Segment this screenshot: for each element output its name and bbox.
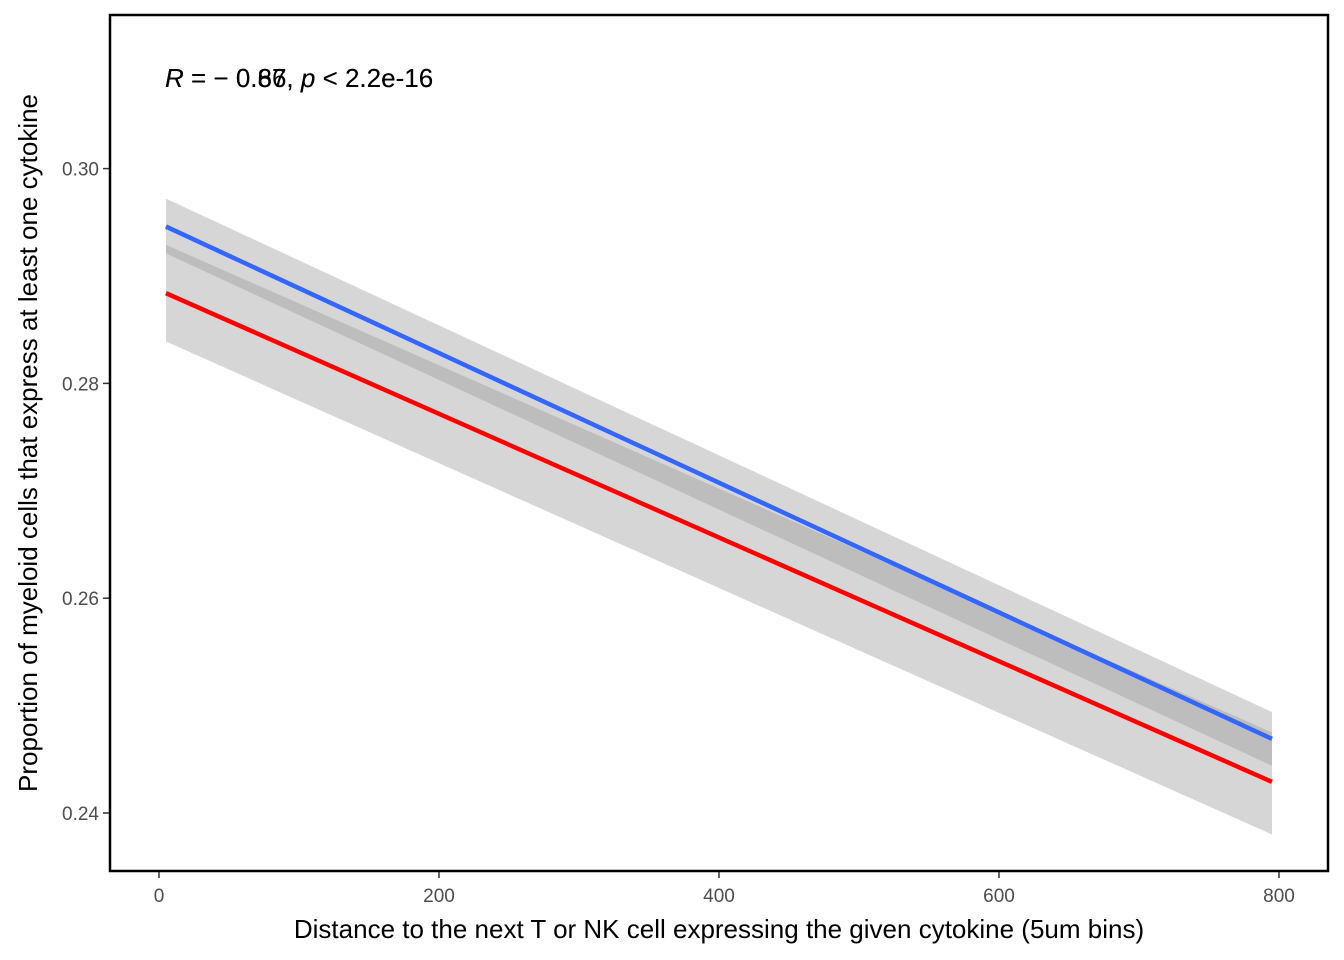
y-tick-label: 0.26 (62, 589, 99, 610)
y-tick-label: 0.30 (62, 160, 99, 181)
y-axis: 0.24 0.26 0.28 0.30 (62, 160, 110, 825)
x-axis-title: Distance to the next T or NK cell expres… (294, 914, 1144, 944)
x-axis: 0 200 400 600 800 (154, 871, 1295, 907)
x-tick-label: 0 (154, 886, 165, 907)
x-tick-label: 800 (1263, 886, 1295, 907)
x-tick-label: 200 (423, 886, 455, 907)
series-1-line (165, 224, 1273, 741)
series-0-correlation-annotation: R = − 0.87, p < 2.2e-16 (165, 63, 433, 93)
annotations: R = − 0.87, p < 2.2e-16R = − 0.66, p < 2… (165, 63, 433, 93)
series-0-line (165, 291, 1273, 784)
plot-area (165, 198, 1273, 835)
plot-panel-border (108, 13, 1330, 873)
y-tick-label: 0.24 (62, 804, 99, 825)
series-1-correlation-annotation: R = − 0.66, p < 2.2e-16 (165, 63, 433, 93)
x-tick-label: 400 (703, 886, 735, 907)
y-tick-label: 0.28 (62, 374, 99, 395)
y-axis-title: Proportion of myeloid cells that express… (13, 94, 43, 792)
x-tick-label: 600 (983, 886, 1015, 907)
